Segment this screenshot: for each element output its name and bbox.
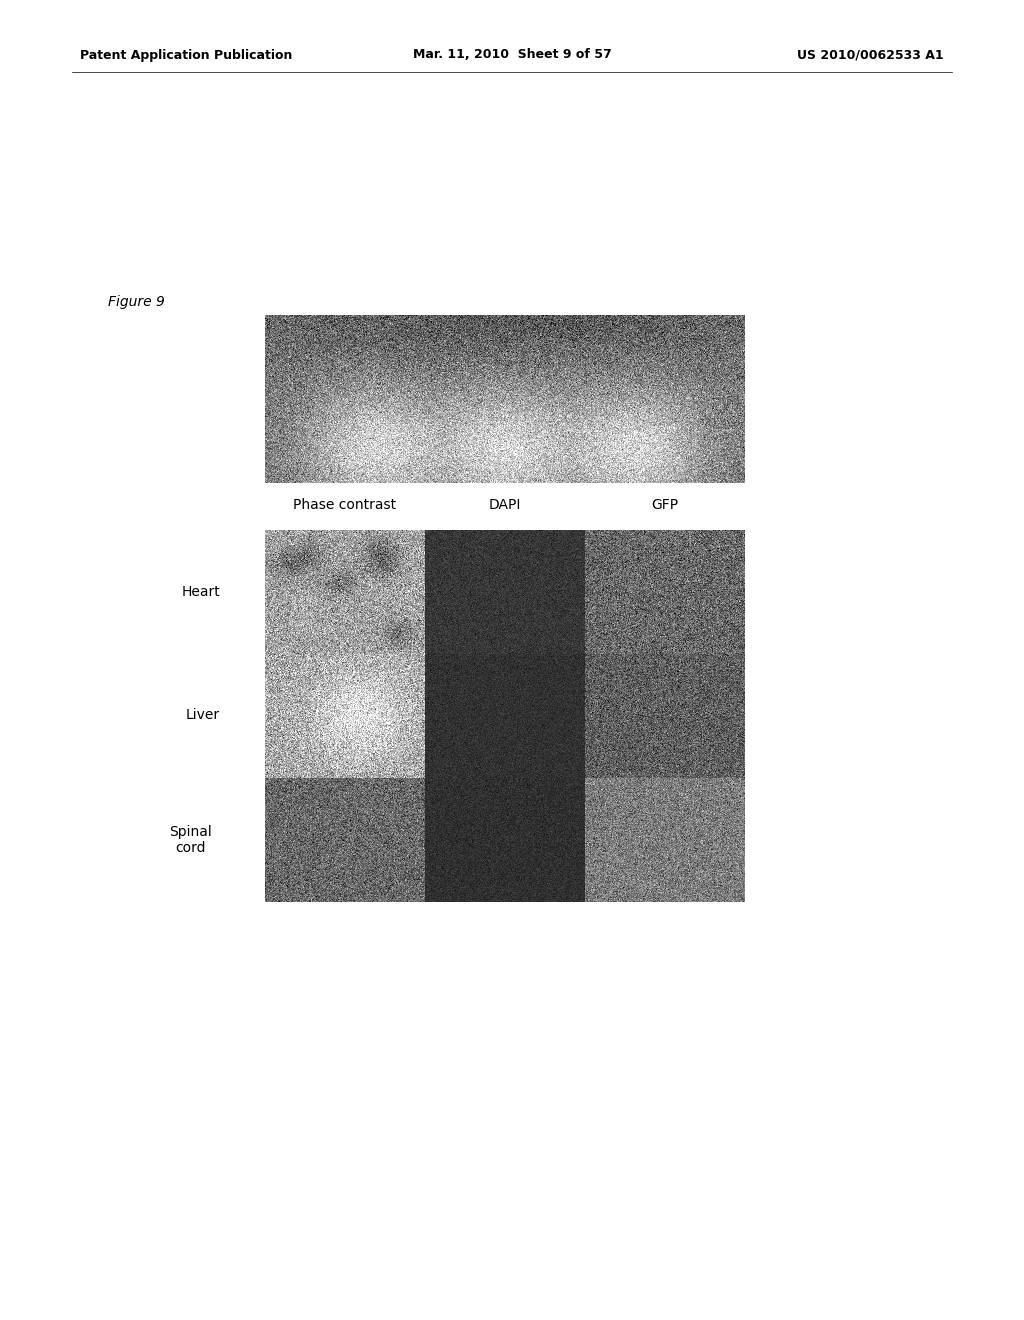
Text: Patent Application Publication: Patent Application Publication — [80, 49, 293, 62]
Text: US 2010/0062533 A1: US 2010/0062533 A1 — [798, 49, 944, 62]
Text: Figure 9: Figure 9 — [108, 294, 165, 309]
Text: Heart: Heart — [181, 585, 220, 599]
Text: Spinal
cord: Spinal cord — [169, 825, 212, 855]
Text: Phase contrast: Phase contrast — [294, 498, 396, 512]
Text: DAPI: DAPI — [488, 498, 521, 512]
Text: GFP: GFP — [651, 498, 679, 512]
Text: Mar. 11, 2010  Sheet 9 of 57: Mar. 11, 2010 Sheet 9 of 57 — [413, 49, 611, 62]
Text: Liver: Liver — [186, 708, 220, 722]
